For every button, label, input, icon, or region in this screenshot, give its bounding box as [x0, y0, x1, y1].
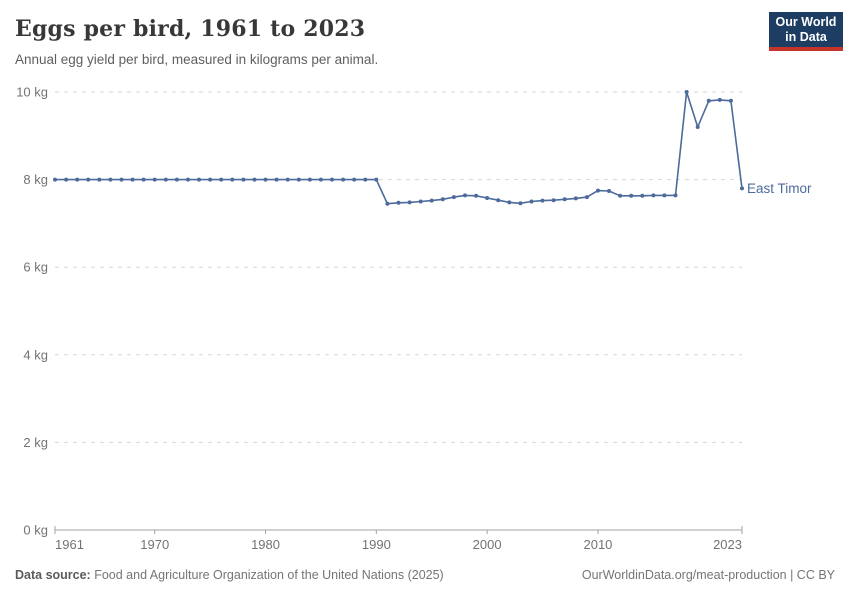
data-point[interactable] [318, 177, 323, 182]
entity-label-east-timor[interactable]: East Timor [747, 181, 812, 196]
y-tick-label-8: 8 kg [23, 172, 48, 187]
data-point[interactable] [230, 177, 235, 182]
data-point[interactable] [341, 177, 346, 182]
y-tick-label-2: 2 kg [23, 435, 48, 450]
data-point[interactable] [396, 200, 401, 205]
data-point[interactable] [429, 198, 434, 203]
data-point[interactable] [285, 177, 290, 182]
data-point[interactable] [330, 177, 334, 182]
data-point[interactable] [219, 177, 224, 182]
y-tick-label-6: 6 kg [23, 260, 48, 275]
data-point[interactable] [407, 200, 412, 205]
data-point[interactable] [463, 193, 467, 198]
x-tick-label-2000: 2000 [473, 537, 502, 552]
data-point[interactable] [418, 199, 423, 204]
data-point[interactable] [252, 177, 257, 182]
data-point[interactable] [474, 193, 479, 198]
data-point[interactable] [186, 177, 190, 182]
x-tick-label-2023: 2023 [713, 537, 742, 552]
data-point[interactable] [440, 197, 445, 202]
data-point[interactable] [130, 177, 135, 182]
data-point[interactable] [451, 195, 456, 200]
data-point[interactable] [496, 198, 501, 203]
owid-logo-line1: Our World [775, 14, 837, 29]
data-source-label: Data source: [15, 568, 91, 582]
data-point[interactable] [728, 98, 733, 103]
data-point[interactable] [618, 193, 623, 198]
data-point[interactable] [518, 201, 523, 206]
data-point[interactable] [307, 177, 312, 182]
data-point[interactable] [706, 98, 711, 103]
data-point[interactable] [363, 177, 368, 182]
data-point[interactable] [684, 90, 689, 94]
data-point[interactable] [740, 186, 744, 191]
data-point[interactable] [241, 177, 246, 182]
data-point[interactable] [197, 177, 201, 182]
data-point[interactable] [673, 193, 678, 198]
data-point[interactable] [53, 177, 57, 182]
data-point[interactable] [562, 197, 567, 202]
data-point[interactable] [529, 199, 534, 204]
series-line-east-timor[interactable] [55, 91, 743, 205]
data-point[interactable] [263, 177, 268, 182]
data-point[interactable] [629, 193, 634, 198]
data-point[interactable] [108, 177, 113, 182]
citation-note: OurWorldinData.org/meat-production | CC … [581, 568, 835, 582]
data-point[interactable] [274, 177, 279, 182]
y-tick-label-10: 10 kg [16, 85, 48, 100]
x-tick-label-2010: 2010 [583, 537, 612, 552]
data-point[interactable] [174, 177, 179, 182]
data-point[interactable] [163, 177, 168, 182]
page-subtitle: Annual egg yield per bird, measured in k… [15, 52, 379, 67]
data-point[interactable] [374, 177, 379, 182]
data-point[interactable] [75, 177, 80, 182]
data-point[interactable] [97, 177, 102, 182]
y-tick-label-4: 4 kg [23, 347, 48, 362]
x-tick-label-1980: 1980 [251, 537, 280, 552]
x-tick-label-1961: 1961 [55, 537, 84, 552]
data-point[interactable] [651, 193, 656, 198]
data-point[interactable] [64, 177, 69, 182]
data-point[interactable] [695, 125, 700, 129]
data-source-text: Food and Agriculture Organization of the… [90, 568, 444, 582]
data-point[interactable] [152, 177, 157, 182]
y-tick-label-0: 0 kg [23, 523, 48, 538]
data-source-note: Data source: Food and Agriculture Organi… [15, 568, 444, 582]
page-title: Eggs per bird, 1961 to 2023 [15, 16, 366, 42]
owid-logo-line2: in Data [785, 29, 827, 44]
data-point[interactable] [485, 196, 490, 200]
data-point[interactable] [507, 200, 512, 205]
x-tick-label-1970: 1970 [140, 537, 169, 552]
data-point[interactable] [662, 193, 667, 198]
data-point[interactable] [352, 177, 357, 182]
data-point[interactable] [86, 177, 91, 182]
data-point[interactable] [296, 177, 301, 182]
data-point[interactable] [607, 189, 611, 193]
x-tick-label-1990: 1990 [362, 537, 391, 552]
data-point[interactable] [119, 177, 124, 182]
data-point[interactable] [717, 97, 722, 102]
data-point[interactable] [141, 177, 146, 182]
data-point[interactable] [551, 198, 556, 203]
data-point[interactable] [584, 195, 589, 200]
chart-footer: Data source: Food and Agriculture Organi… [0, 568, 850, 582]
data-point[interactable] [596, 188, 600, 193]
data-point[interactable] [385, 201, 390, 206]
owid-logo[interactable]: Our World in Data [769, 12, 843, 51]
data-point[interactable] [208, 177, 213, 182]
data-point[interactable] [540, 198, 545, 203]
data-point[interactable] [573, 196, 578, 201]
data-point[interactable] [640, 193, 645, 198]
